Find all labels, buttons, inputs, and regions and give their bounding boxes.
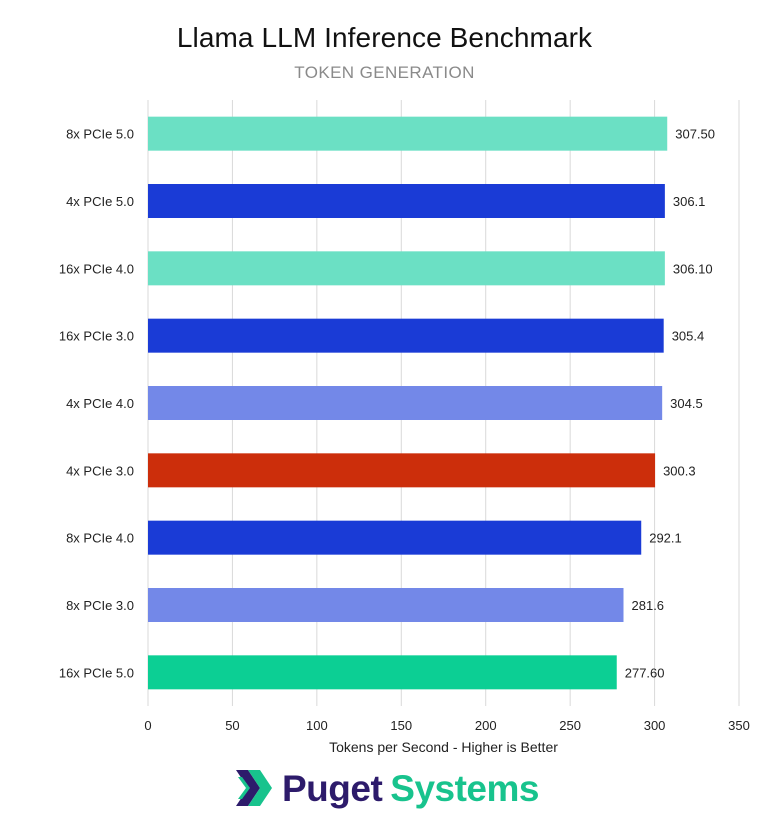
category-label: 8x PCIe 3.0 (66, 598, 134, 613)
x-tick-label: 200 (475, 718, 497, 733)
bar (148, 116, 668, 151)
category-label: 8x PCIe 4.0 (66, 531, 134, 546)
data-label: 292.1 (649, 531, 682, 546)
bar (148, 251, 665, 286)
bar (148, 453, 656, 488)
category-label: 4x PCIe 4.0 (66, 396, 134, 411)
x-axis-title: Tokens per Second - Higher is Better (329, 739, 558, 755)
puget-chevron-icon (236, 770, 272, 806)
data-label: 281.6 (632, 598, 665, 613)
data-label: 305.4 (672, 329, 705, 344)
bar (148, 386, 663, 420)
puget-systems-logo: Puget Systems (232, 766, 539, 810)
category-label: 16x PCIe 4.0 (59, 261, 134, 276)
data-label: 277.60 (625, 665, 665, 680)
x-tick-label: 0 (144, 718, 151, 733)
bar (148, 184, 665, 218)
x-tick-label: 300 (644, 718, 666, 733)
data-label: 304.5 (670, 396, 703, 411)
x-tick-label: 100 (306, 718, 328, 733)
chart-subtitle: TOKEN GENERATION (294, 63, 475, 82)
category-label: 16x PCIe 3.0 (59, 329, 134, 344)
category-label: 8x PCIe 5.0 (66, 127, 134, 142)
logo-word-puget: Puget (282, 767, 383, 809)
category-label: 16x PCIe 5.0 (59, 665, 134, 680)
x-tick-label: 50 (225, 718, 239, 733)
category-label: 4x PCIe 5.0 (66, 194, 134, 209)
bar (148, 588, 624, 622)
data-label: 300.3 (663, 463, 696, 478)
category-label: 4x PCIe 3.0 (66, 463, 134, 478)
chart-title: Llama LLM Inference Benchmark (176, 22, 593, 53)
bar (148, 318, 664, 353)
x-tick-label: 350 (728, 718, 750, 733)
x-tick-label: 150 (390, 718, 412, 733)
logo-word-systems: Systems (390, 767, 539, 809)
data-label: 306.1 (673, 194, 706, 209)
bar (148, 655, 617, 690)
bar (148, 520, 642, 555)
data-label: 306.10 (673, 261, 713, 276)
x-tick-label: 250 (559, 718, 581, 733)
data-label: 307.50 (675, 127, 715, 142)
